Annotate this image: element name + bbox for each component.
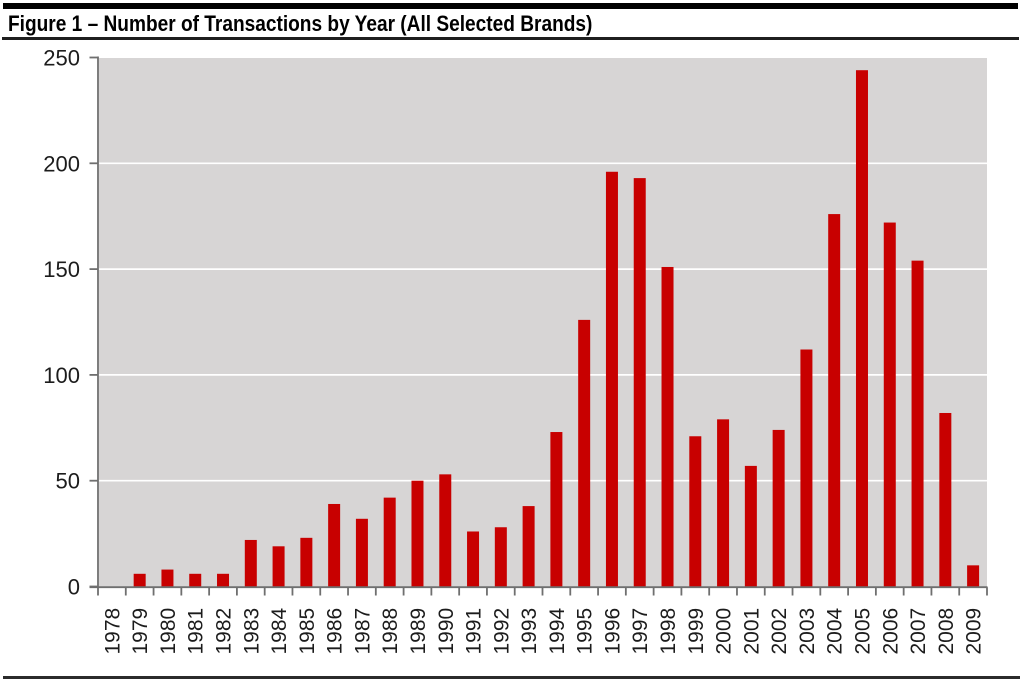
svg-text:1978: 1978: [101, 608, 124, 655]
svg-text:1992: 1992: [490, 608, 513, 655]
svg-text:1990: 1990: [435, 608, 458, 655]
svg-text:1995: 1995: [574, 608, 597, 655]
svg-text:2005: 2005: [851, 608, 874, 655]
svg-text:1997: 1997: [629, 608, 652, 655]
svg-text:2003: 2003: [796, 608, 819, 655]
svg-text:250: 250: [43, 46, 80, 71]
svg-text:2000: 2000: [713, 608, 736, 655]
svg-text:50: 50: [56, 469, 80, 494]
svg-text:1983: 1983: [240, 608, 263, 655]
svg-text:1988: 1988: [379, 608, 402, 655]
svg-text:2002: 2002: [768, 608, 791, 655]
svg-text:2009: 2009: [963, 608, 986, 655]
svg-text:200: 200: [43, 151, 80, 176]
svg-text:1998: 1998: [657, 608, 680, 655]
svg-text:1996: 1996: [601, 608, 624, 655]
svg-text:2001: 2001: [740, 608, 763, 655]
svg-text:1980: 1980: [157, 608, 180, 655]
svg-text:100: 100: [43, 363, 80, 388]
svg-text:2008: 2008: [935, 608, 958, 655]
svg-text:1982: 1982: [213, 608, 236, 655]
svg-text:2007: 2007: [907, 608, 930, 655]
svg-text:1999: 1999: [685, 608, 708, 655]
svg-text:1991: 1991: [463, 608, 486, 655]
svg-text:150: 150: [43, 257, 80, 282]
svg-text:1986: 1986: [324, 608, 347, 655]
svg-text:1981: 1981: [185, 608, 208, 655]
svg-text:1984: 1984: [268, 607, 291, 654]
svg-text:1994: 1994: [546, 607, 569, 654]
svg-text:2004: 2004: [824, 607, 847, 654]
svg-text:1989: 1989: [407, 608, 430, 655]
svg-text:2006: 2006: [879, 608, 902, 655]
svg-text:1985: 1985: [296, 608, 319, 655]
svg-text:0: 0: [68, 575, 80, 600]
svg-text:1993: 1993: [518, 608, 541, 655]
svg-text:1987: 1987: [351, 608, 374, 655]
svg-text:1979: 1979: [129, 608, 152, 655]
